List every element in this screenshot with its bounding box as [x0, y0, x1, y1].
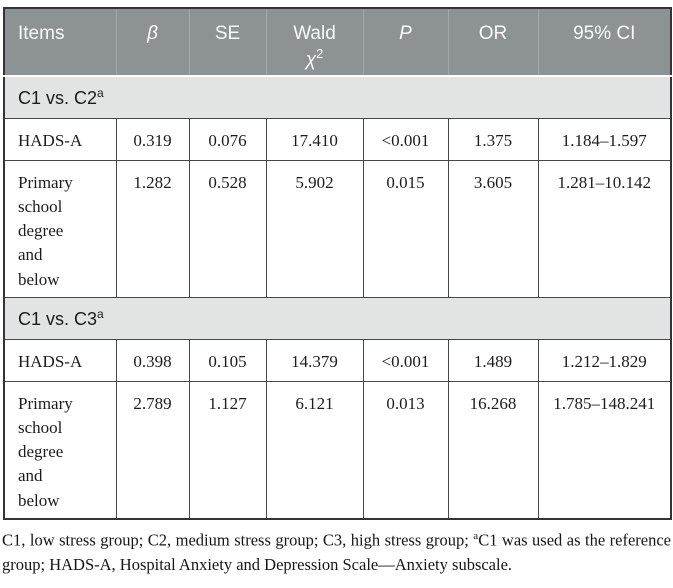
footnote-text-part1: C1, low stress group; C2, medium stress …: [2, 530, 474, 549]
cell-se: 0.076: [188, 118, 267, 161]
column-header-items: Items: [4, 8, 116, 77]
column-header-or: OR: [447, 8, 538, 77]
table-row-hads-a-c2: HADS-A 0.319 0.076 17.410 <0.001 1.375 1…: [3, 118, 672, 161]
section-label-text: C1 vs. C3: [18, 309, 98, 329]
section-row-c1-vs-c3: C1 vs. C3a: [4, 297, 671, 340]
cell-beta: 1.282: [115, 160, 190, 298]
cell-item: Primary school degree and below: [3, 160, 117, 298]
cell-beta: 0.319: [115, 118, 190, 161]
cell-or: 3.605: [447, 160, 539, 298]
cell-wald: 17.410: [265, 118, 364, 161]
table-footnote: C1, low stress group; C2, medium stress …: [2, 528, 671, 578]
cell-or: 1.489: [447, 339, 539, 382]
chi-exponent: 2: [316, 45, 324, 61]
cell-beta: 2.789: [115, 381, 190, 519]
p-symbol: P: [399, 23, 412, 44]
cell-ci: 1.785–148.241: [537, 381, 672, 519]
cell-p: <0.001: [362, 339, 449, 382]
cell-se: 1.127: [188, 381, 267, 519]
cell-p: 0.013: [362, 381, 449, 519]
chi-symbol: χ: [305, 49, 317, 71]
section-footnote-marker: a: [97, 86, 104, 100]
cell-or: 16.268: [447, 381, 539, 519]
table-header-row: Items β SE Wald χ2 P OR 95% CI: [4, 8, 671, 77]
table-row-hads-a-c3: HADS-A 0.398 0.105 14.379 <0.001 1.489 1…: [3, 339, 672, 382]
section-label-c1-vs-c3: C1 vs. C3a: [4, 297, 671, 340]
column-header-p: P: [362, 8, 448, 77]
cell-item: Primary school degree and below: [3, 381, 117, 519]
column-header-ci: 95% CI: [537, 8, 671, 77]
footnote-marker-a: a: [473, 529, 479, 542]
footnote-text-part2: C1 was used as the reference group; HADS…: [2, 530, 671, 574]
column-header-wald-chi2: Wald χ2: [265, 8, 363, 77]
column-header-beta: β: [115, 8, 189, 77]
beta-symbol: β: [147, 23, 158, 44]
column-header-se: SE: [188, 8, 266, 77]
section-label-c1-vs-c2: C1 vs. C2a: [4, 76, 671, 119]
cell-beta: 0.398: [115, 339, 190, 382]
cell-se: 0.105: [188, 339, 267, 382]
cell-p: 0.015: [362, 160, 449, 298]
cell-or: 1.375: [447, 118, 539, 161]
section-row-c1-vs-c2: C1 vs. C2a: [4, 76, 671, 119]
table-header: Items β SE Wald χ2 P OR 95% CI: [4, 8, 671, 77]
wald-label: Wald: [293, 23, 336, 44]
section-footnote-marker: a: [97, 307, 104, 321]
logistic-regression-table: Items β SE Wald χ2 P OR 95% CI C1 vs. C2a…: [3, 7, 672, 520]
table-body: C1 vs. C2a HADS-A 0.319 0.076 17.410 <0.…: [3, 76, 672, 519]
cell-ci: 1.184–1.597: [537, 118, 672, 161]
cell-item: HADS-A: [3, 118, 117, 161]
cell-wald: 6.121: [265, 381, 364, 519]
section-label-text: C1 vs. C2: [18, 88, 98, 108]
cell-se: 0.528: [188, 160, 267, 298]
cell-ci: 1.212–1.829: [537, 339, 672, 382]
table-row-primary-school-c3: Primary school degree and below 2.789 1.…: [3, 381, 672, 519]
table-row-primary-school-c2: Primary school degree and below 1.282 0.…: [3, 160, 672, 298]
cell-ci: 1.281–10.142: [537, 160, 672, 298]
cell-item: HADS-A: [3, 339, 117, 382]
cell-p: <0.001: [362, 118, 449, 161]
cell-wald: 14.379: [265, 339, 364, 382]
cell-wald: 5.902: [265, 160, 364, 298]
